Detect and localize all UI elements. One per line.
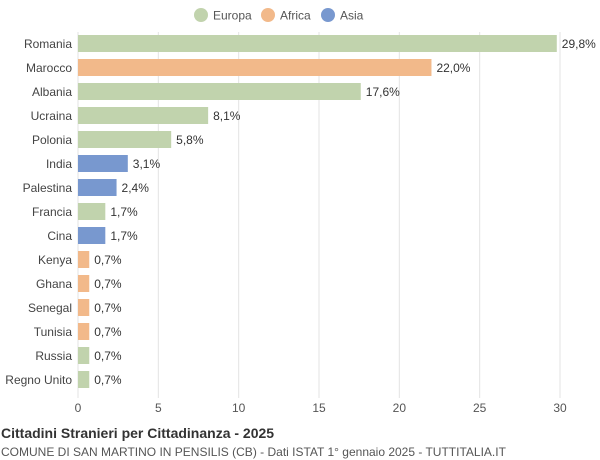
value-label-marocco: 22,0% xyxy=(436,61,470,75)
bar-ucraina xyxy=(78,107,209,124)
bar-polonia xyxy=(78,131,172,148)
x-tick-label-20: 20 xyxy=(393,401,407,415)
bar-india xyxy=(78,155,128,172)
x-tick-label-25: 25 xyxy=(473,401,487,415)
value-label-francia: 1,7% xyxy=(110,205,138,219)
bar-regno-unito xyxy=(78,371,90,388)
value-label-romania: 29,8% xyxy=(562,37,596,51)
bars xyxy=(78,35,557,388)
x-tick-label-10: 10 xyxy=(232,401,246,415)
category-label-albania: Albania xyxy=(32,85,72,99)
bar-senegal xyxy=(78,299,90,316)
category-label-romania: Romania xyxy=(24,37,72,51)
bar-cina xyxy=(78,227,106,244)
value-label-india: 3,1% xyxy=(133,157,161,171)
bar-marocco xyxy=(78,59,432,76)
bar-palestina xyxy=(78,179,117,196)
value-label-cina: 1,7% xyxy=(110,229,138,243)
category-label-senegal: Senegal xyxy=(28,301,72,315)
chart-source: COMUNE DI SAN MARTINO IN PENSILIS (CB) -… xyxy=(1,445,506,459)
legend-label-europa: Europa xyxy=(213,9,252,23)
bar-kenya xyxy=(78,251,90,268)
x-tick-label-5: 5 xyxy=(155,401,162,415)
category-label-ghana: Ghana xyxy=(36,277,72,291)
category-label-cina: Cina xyxy=(47,229,72,243)
chart-title: Cittadini Stranieri per Cittadinanza - 2… xyxy=(1,425,275,441)
x-tick-label-30: 30 xyxy=(553,401,567,415)
value-label-palestina: 2,4% xyxy=(122,181,150,195)
value-label-russia: 0,7% xyxy=(94,349,122,363)
bar-ghana xyxy=(78,275,90,292)
legend-label-africa: Africa xyxy=(280,9,311,23)
bar-francia xyxy=(78,203,106,220)
category-label-tunisia: Tunisia xyxy=(34,325,73,339)
category-label-russia: Russia xyxy=(35,349,72,363)
labels: Romania 29,8% Marocco 22,0% Albania 17,6% Ucra… xyxy=(5,37,596,387)
value-label-kenya: 0,7% xyxy=(94,253,122,267)
legend-label-asia: Asia xyxy=(340,9,364,23)
category-label-palestina: Palestina xyxy=(23,181,73,195)
category-label-marocco: Marocco xyxy=(26,61,72,75)
value-label-ghana: 0,7% xyxy=(94,277,122,291)
category-label-ucraina: Ucraina xyxy=(31,109,73,123)
legend-swatch-africa xyxy=(261,8,275,22)
value-label-albania: 17,6% xyxy=(366,85,400,99)
category-label-francia: Francia xyxy=(32,205,72,219)
bar-romania xyxy=(78,35,557,52)
bar-russia xyxy=(78,347,90,364)
value-label-tunisia: 0,7% xyxy=(94,325,122,339)
x-tick-label-0: 0 xyxy=(75,401,82,415)
legend: Europa Africa Asia xyxy=(194,8,364,23)
value-label-regno-unito: 0,7% xyxy=(94,373,122,387)
x-tick-label-15: 15 xyxy=(312,401,326,415)
legend-swatch-asia xyxy=(321,8,335,22)
bar-albania xyxy=(78,83,361,100)
value-label-polonia: 5,8% xyxy=(176,133,204,147)
category-label-kenya: Kenya xyxy=(38,253,72,267)
value-label-senegal: 0,7% xyxy=(94,301,122,315)
category-label-india: India xyxy=(46,157,72,171)
value-label-ucraina: 8,1% xyxy=(213,109,241,123)
category-label-regno-unito: Regno Unito xyxy=(5,373,72,387)
legend-swatch-europa xyxy=(194,8,208,22)
category-label-polonia: Polonia xyxy=(32,133,72,147)
bar-tunisia xyxy=(78,323,90,340)
bar-chart: Europa Africa Asia 0 5 10 15 20 25 30 Romania 29,… xyxy=(5,8,596,415)
